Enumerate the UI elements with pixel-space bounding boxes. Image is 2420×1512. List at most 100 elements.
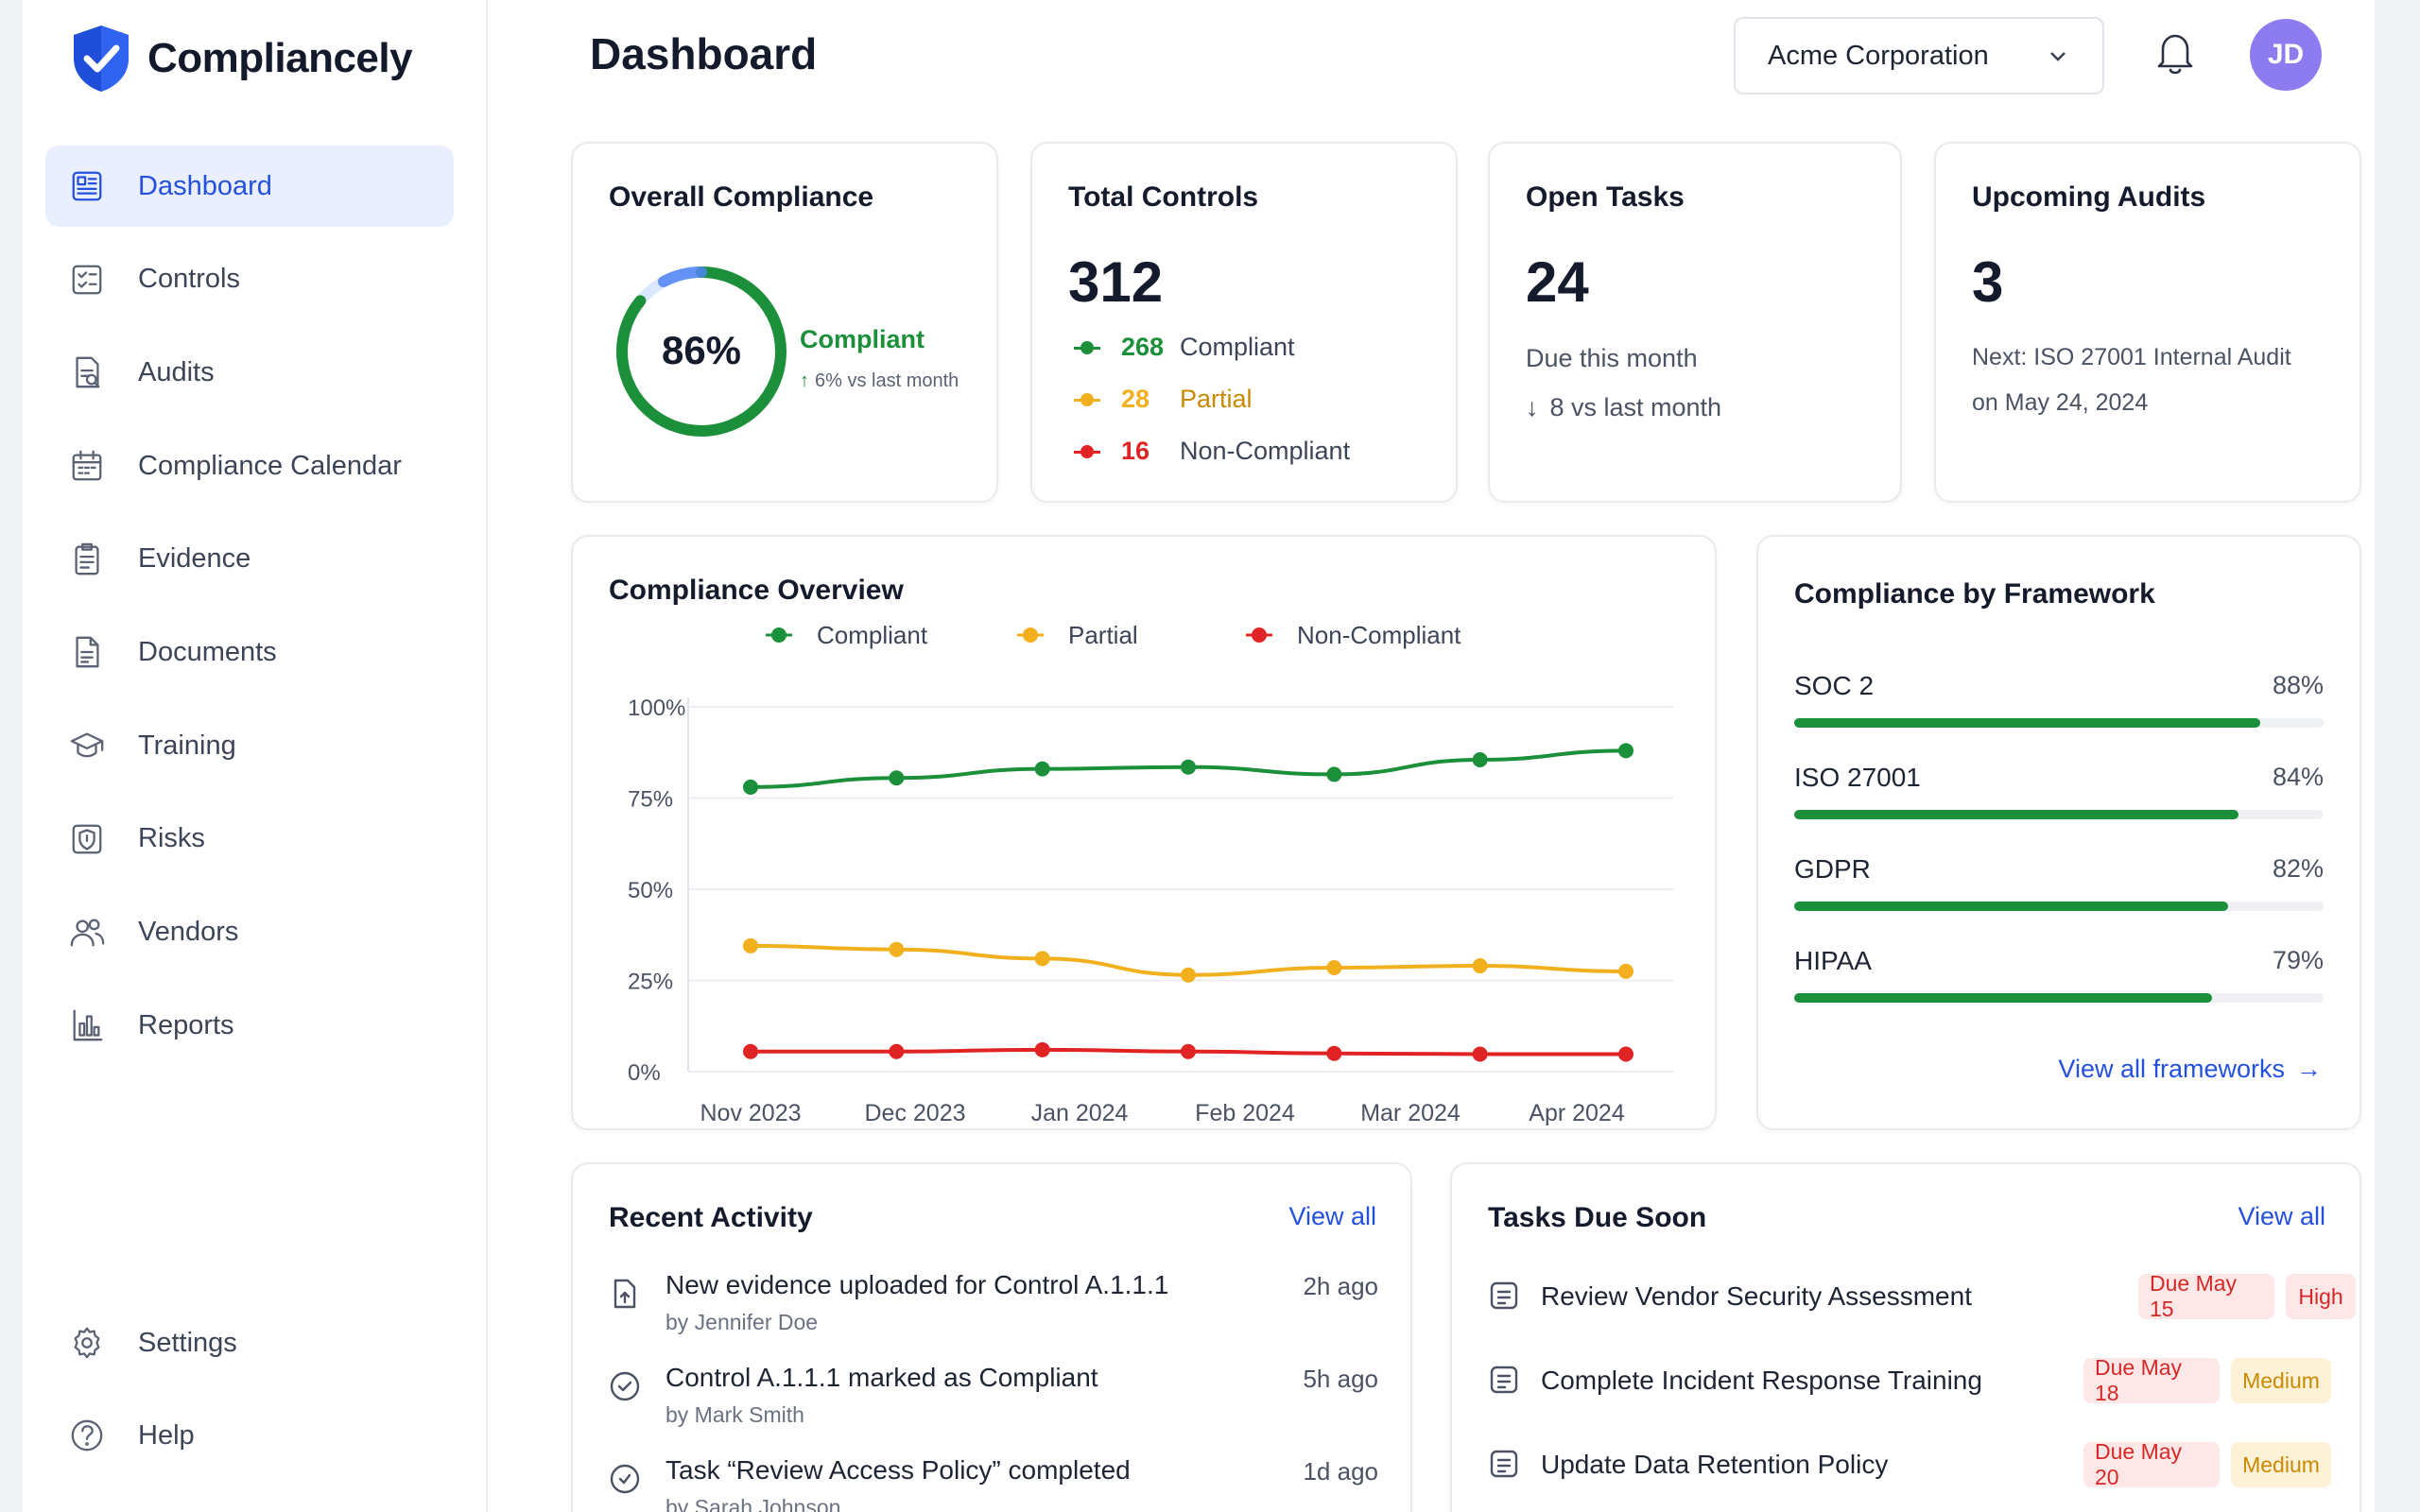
app-name: Compliancely bbox=[147, 35, 413, 81]
shield-check-logo-icon bbox=[74, 26, 129, 92]
y-tick-label: 50% bbox=[628, 878, 673, 903]
sidebar-item-dashboard[interactable]: Dashboard bbox=[45, 146, 454, 227]
recent-activity-card: Recent Activity View all New evidence up… bbox=[571, 1162, 1412, 1512]
framework-row-iso27001: ISO 27001 84% bbox=[1794, 763, 2324, 819]
data-point bbox=[1472, 1046, 1488, 1062]
upcoming-audits-card: Upcoming Audits 3 Next: ISO 27001 Intern… bbox=[1934, 142, 2361, 503]
activity-view-all-link[interactable]: View all bbox=[1288, 1202, 1376, 1230]
data-point bbox=[1472, 958, 1488, 974]
sidebar-item-label: Dashboard bbox=[138, 170, 272, 201]
activity-time: 2h ago bbox=[1303, 1272, 1378, 1300]
user-avatar[interactable]: JD bbox=[2250, 19, 2322, 91]
compliance-delta: ↑ 6% vs last month bbox=[800, 370, 959, 392]
total-controls-card: Total Controls 312 268 Compliant 28 Part… bbox=[1030, 142, 1458, 503]
sidebar-item-reports[interactable]: Reports bbox=[45, 985, 454, 1066]
task-checkbox-icon bbox=[1488, 1448, 1522, 1482]
sidebar-item-help[interactable]: Help bbox=[45, 1395, 454, 1476]
controls-partial-count: 28 bbox=[1121, 385, 1150, 413]
sidebar-item-evidence[interactable]: Evidence bbox=[45, 519, 454, 600]
data-point bbox=[1181, 1043, 1196, 1059]
data-point bbox=[889, 1043, 905, 1059]
framework-progress-track bbox=[1794, 718, 2324, 728]
priority-badge: High bbox=[2286, 1274, 2356, 1319]
framework-progress-track bbox=[1794, 810, 2324, 819]
audits-icon bbox=[68, 353, 106, 391]
x-tick-label: Feb 2024 bbox=[1195, 1100, 1295, 1126]
sidebar-item-label: Reports bbox=[138, 1009, 234, 1040]
sidebar-item-label: Help bbox=[138, 1419, 195, 1451]
sidebar-item-compliance-calendar[interactable]: Compliance Calendar bbox=[45, 425, 454, 507]
organization-select-value: Acme Corporation bbox=[1768, 40, 1989, 71]
calendar-icon bbox=[68, 447, 106, 485]
card-title: Overall Compliance bbox=[609, 181, 874, 213]
tasks-view-all-link[interactable]: View all bbox=[2238, 1202, 2325, 1230]
controls-partial-row: 28 Partial bbox=[1074, 385, 1253, 414]
next-audit-line1: Next: ISO 27001 Internal Audit bbox=[1972, 344, 2291, 370]
framework-row-soc2: SOC 2 88% bbox=[1794, 671, 2324, 728]
data-point bbox=[1326, 1045, 1342, 1061]
activity-text: New evidence uploaded for Control A.1.1.… bbox=[666, 1270, 1169, 1299]
card-title: Total Controls bbox=[1068, 181, 1259, 213]
priority-badge: Medium bbox=[2231, 1358, 2331, 1403]
data-point bbox=[743, 937, 758, 954]
data-point bbox=[1034, 761, 1050, 777]
controls-compliant-count: 268 bbox=[1121, 333, 1165, 361]
framework-row-hipaa: HIPAA 79% bbox=[1794, 946, 2324, 1003]
open-tasks-value: 24 bbox=[1526, 250, 1589, 314]
sidebar-item-risks[interactable]: Risks bbox=[45, 799, 454, 880]
compliance-overview-chart: Compliant Partial Non-Compliant 100% 75% 50% 2… bbox=[628, 621, 1673, 1126]
controls-compliant-label: Compliant bbox=[1180, 333, 1295, 361]
arrow-down-icon: ↓ bbox=[1526, 393, 1539, 421]
sidebar-item-vendors[interactable]: Vendors bbox=[45, 892, 454, 973]
task-title: Update Data Retention Policy bbox=[1541, 1450, 1889, 1479]
open-tasks-subtitle: Due this month bbox=[1526, 344, 1698, 372]
organization-select[interactable]: Acme Corporation bbox=[1734, 17, 2104, 94]
sidebar-item-label: Risks bbox=[138, 823, 205, 854]
sidebar-item-audits[interactable]: Audits bbox=[45, 332, 454, 413]
sidebar-item-settings[interactable]: Settings bbox=[45, 1302, 454, 1383]
framework-progress-track bbox=[1794, 902, 2324, 911]
sidebar-item-training[interactable]: Training bbox=[45, 705, 454, 786]
orange-dot-marker bbox=[1074, 392, 1100, 406]
framework-row-gdpr: GDPR 82% bbox=[1794, 854, 2324, 911]
data-point bbox=[889, 770, 905, 786]
controls-compliant-row: 268 Compliant bbox=[1074, 333, 1295, 362]
compliance-percent-value: 86% bbox=[662, 328, 741, 372]
report-chart-icon bbox=[68, 1006, 106, 1044]
sidebar-item-label: Vendors bbox=[138, 917, 239, 947]
sidebar: Compliancely Dashboard Controls Audits C… bbox=[23, 0, 488, 1512]
card-title: Upcoming Audits bbox=[1972, 181, 2206, 213]
framework-progress-track bbox=[1794, 993, 2324, 1003]
controls-noncompliant-count: 16 bbox=[1121, 437, 1150, 465]
activity-text: Task “Review Access Policy” completed bbox=[666, 1455, 1131, 1485]
task-row[interactable]: Review Vendor Security Assessment Due Ma… bbox=[1488, 1271, 2356, 1321]
card-title: Tasks Due Soon bbox=[1488, 1202, 1707, 1233]
card-title: Compliance by Framework bbox=[1794, 578, 2155, 610]
x-tick-label: Nov 2023 bbox=[700, 1100, 801, 1126]
x-tick-label: Jan 2024 bbox=[1031, 1100, 1129, 1126]
activity-author: by Jennifer Doe bbox=[666, 1310, 819, 1334]
chevron-down-icon bbox=[2050, 52, 2066, 61]
brand-logo[interactable]: Compliancely bbox=[68, 21, 413, 96]
tasks-due-soon-card: Tasks Due Soon View all Review Vendor Se… bbox=[1450, 1162, 2361, 1512]
sidebar-item-controls[interactable]: Controls bbox=[45, 239, 454, 320]
framework-name: ISO 27001 bbox=[1794, 763, 1921, 792]
view-all-frameworks-link[interactable]: View all frameworks → bbox=[2058, 1055, 2322, 1084]
compliance-by-framework-card: Compliance by Framework SOC 2 88% ISO 27… bbox=[1756, 535, 2361, 1130]
data-point bbox=[1618, 963, 1634, 979]
notifications-button[interactable] bbox=[2152, 28, 2204, 81]
data-point bbox=[1326, 959, 1342, 975]
overall-compliance-card: Overall Compliance 86% Compliant ↑ 6% vs… bbox=[571, 142, 998, 503]
x-tick-label: Dec 2023 bbox=[864, 1100, 965, 1126]
legend-label: Non-Compliant bbox=[1297, 621, 1461, 649]
next-audit-line2: on May 24, 2024 bbox=[1972, 389, 2149, 416]
legend-dot-marker bbox=[1023, 627, 1038, 643]
sidebar-item-documents[interactable]: Documents bbox=[45, 611, 454, 693]
upcoming-audits-value: 3 bbox=[1972, 250, 2004, 314]
graduation-cap-icon bbox=[68, 727, 106, 765]
task-checkbox-icon bbox=[1488, 1280, 1522, 1314]
task-row[interactable]: Update Data Retention Policy Due May 20 … bbox=[1488, 1439, 2331, 1489]
task-row[interactable]: Complete Incident Response Training Due … bbox=[1488, 1355, 2331, 1405]
arrow-right-icon: → bbox=[2296, 1055, 2322, 1083]
card-title: Recent Activity bbox=[609, 1202, 813, 1233]
